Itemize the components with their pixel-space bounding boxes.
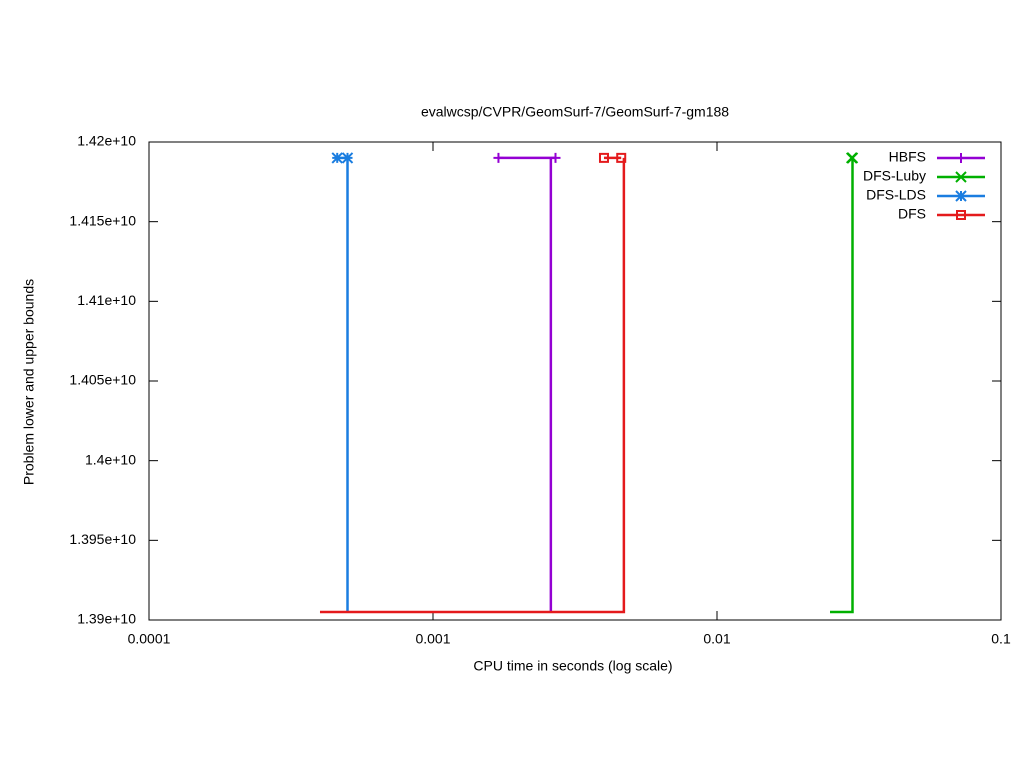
- marker: [956, 210, 966, 220]
- x-tick-label: 0.01: [703, 631, 730, 647]
- y-tick-label: 1.395e+10: [69, 531, 136, 547]
- y-axis-label: Problem lower and upper bounds: [21, 279, 37, 485]
- marker: [598, 152, 609, 163]
- y-tick-label: 1.42e+10: [77, 133, 136, 149]
- x-axis-label: CPU time in seconds (log scale): [473, 658, 672, 674]
- chart-title: evalwcsp/CVPR/GeomSurf-7/GeomSurf-7-gm18…: [421, 104, 729, 120]
- legend-label: HBFS: [889, 149, 926, 165]
- legend-label: DFS-Luby: [863, 168, 926, 184]
- bound-line: [319, 157, 626, 614]
- marker: [846, 152, 859, 164]
- legend-label: DFS: [898, 206, 926, 222]
- y-tick-label: 1.405e+10: [69, 372, 136, 388]
- marker: [341, 152, 354, 164]
- marker: [493, 152, 504, 163]
- marker: [616, 152, 627, 163]
- y-tick-label: 1.415e+10: [69, 212, 136, 228]
- x-tick-label: 0.001: [415, 631, 450, 647]
- y-tick-label: 1.4e+10: [85, 451, 136, 467]
- marker: [331, 152, 343, 164]
- legend-label: DFS-LDS: [866, 187, 926, 203]
- marker: [955, 171, 967, 183]
- y-tick-label: 1.39e+10: [77, 611, 136, 627]
- x-tick-label: 0.0001: [128, 631, 171, 647]
- x-tick-label: 0.1: [991, 631, 1011, 647]
- bound-line: [830, 157, 854, 614]
- marker: [955, 190, 967, 202]
- marker: [550, 152, 561, 163]
- marker: [956, 153, 966, 163]
- y-tick-label: 1.41e+10: [77, 292, 136, 308]
